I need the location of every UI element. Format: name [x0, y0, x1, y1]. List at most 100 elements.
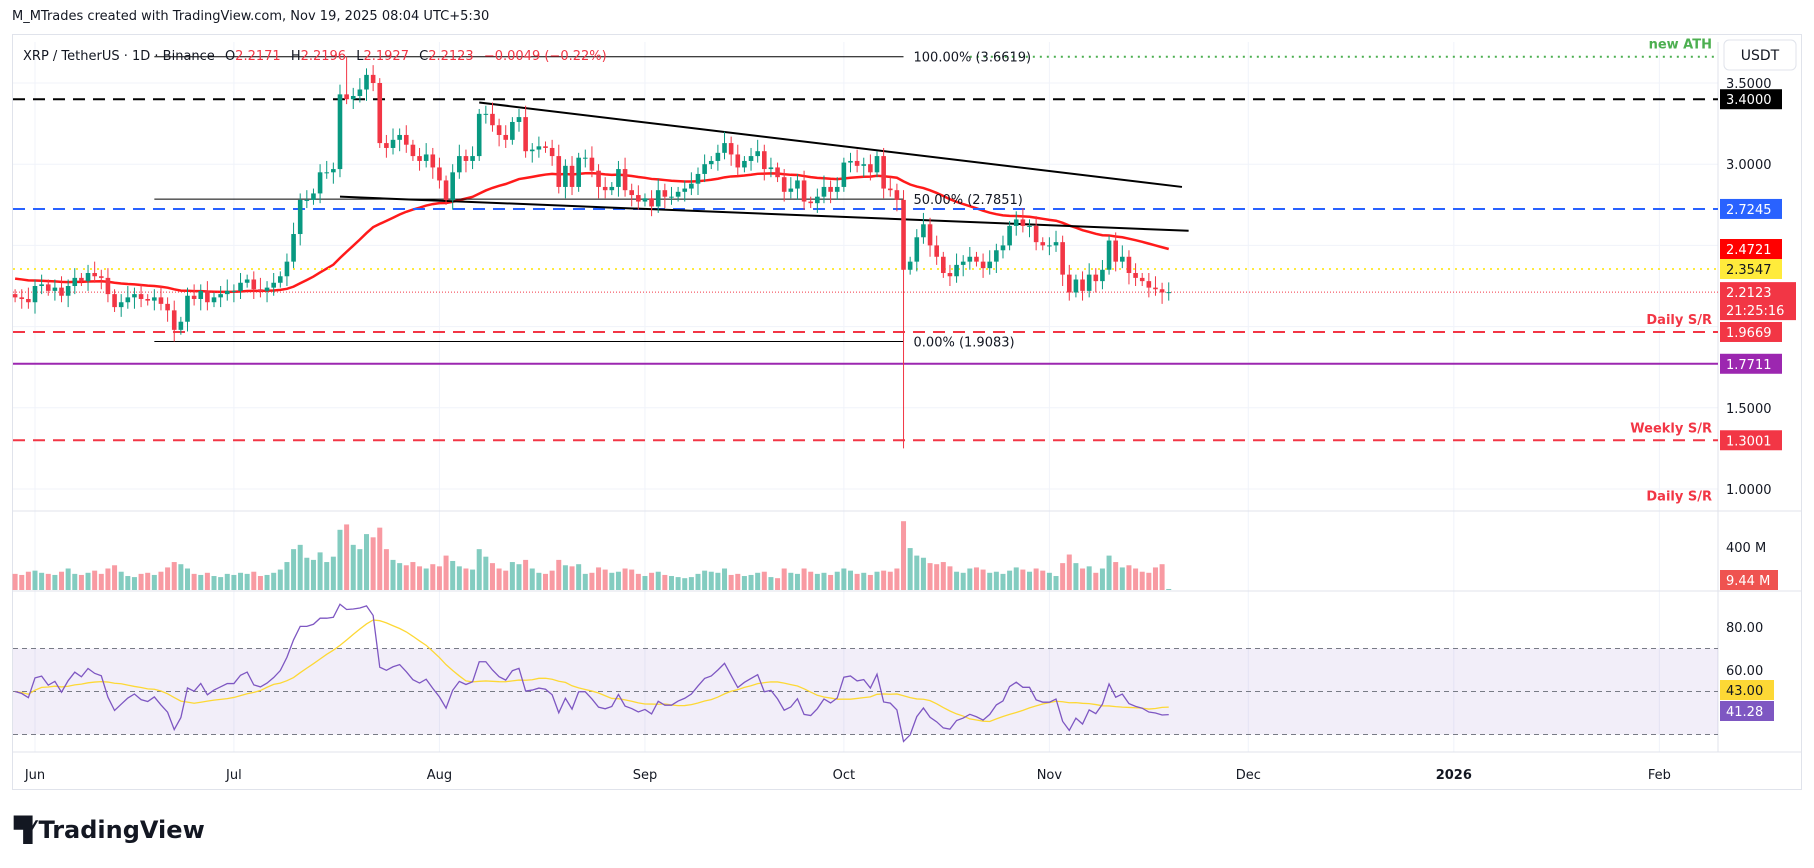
candle: [145, 294, 151, 306]
candle-body: [695, 173, 701, 184]
candle: [1047, 237, 1052, 256]
volume-bar: [1119, 567, 1125, 590]
candle: [947, 264, 953, 286]
volume-bar: [947, 566, 953, 590]
candle-body: [987, 261, 993, 269]
volume-bar: [443, 555, 449, 590]
rsi-value: 41.28: [1726, 705, 1763, 720]
candle-body: [496, 125, 502, 135]
candle-body: [244, 279, 250, 283]
rsi-band: [13, 648, 1718, 735]
volume-bar: [960, 572, 966, 590]
candle: [841, 157, 847, 192]
volume-bar: [158, 571, 164, 590]
volume-bar: [496, 568, 502, 590]
volume-bar: [410, 562, 416, 590]
rsi-line: [14, 603, 1169, 743]
candle-body: [317, 172, 323, 194]
time-tick: Oct: [833, 768, 855, 783]
volume-bar: [291, 549, 297, 590]
volume-bar: [330, 556, 336, 590]
volume-bar: [450, 560, 456, 590]
candle: [967, 247, 973, 270]
candle-body: [788, 188, 794, 192]
candle-body: [841, 162, 847, 187]
candle-body: [45, 284, 51, 291]
candle-body: [138, 294, 144, 299]
volume-bar: [569, 566, 575, 590]
candle: [874, 151, 880, 178]
volume-bar: [184, 568, 190, 590]
candle: [1040, 237, 1046, 251]
candle: [158, 286, 164, 311]
candle-body: [960, 261, 966, 265]
candle: [907, 256, 913, 275]
candle: [941, 251, 946, 278]
volume-bar: [847, 570, 853, 590]
volume-bar: [1033, 568, 1039, 590]
candle-body: [211, 297, 217, 303]
volume-tick: 400 M: [1726, 541, 1766, 556]
candle: [390, 128, 396, 155]
candle-body: [523, 117, 528, 152]
candle-body: [370, 74, 376, 83]
candle-body: [576, 157, 581, 187]
volume-bar: [244, 573, 250, 590]
volume-bar: [1053, 576, 1059, 590]
annotation-label: new ATH: [1649, 38, 1712, 53]
grid: [13, 42, 1801, 753]
volume-bar: [854, 573, 860, 590]
candle: [881, 147, 886, 199]
candle-body: [1080, 279, 1085, 291]
candle-body: [728, 143, 734, 155]
candle-body: [158, 297, 164, 304]
volume-bar: [1093, 572, 1099, 590]
candle: [99, 269, 104, 290]
volume-bar: [45, 573, 51, 590]
volume-bar: [19, 574, 25, 590]
candle: [801, 170, 807, 210]
candle: [622, 157, 628, 197]
volume-bar: [516, 564, 522, 590]
candle: [105, 268, 111, 303]
candle-body: [569, 165, 575, 187]
currency-button[interactable]: USDT: [1723, 39, 1797, 71]
volume-bar: [310, 559, 316, 590]
candle-body: [821, 186, 827, 197]
volume-bar: [92, 570, 98, 590]
candle: [350, 87, 356, 109]
candle: [1020, 208, 1026, 233]
candle: [642, 193, 648, 207]
candle-body: [748, 156, 754, 161]
volume-bar: [337, 529, 343, 590]
candle: [768, 157, 774, 178]
volume-bar: [397, 563, 403, 590]
price-tick: 3.0000: [1726, 158, 1772, 173]
volume-bar: [728, 574, 734, 590]
volume-bar: [463, 568, 469, 590]
volume-bar: [1066, 554, 1072, 590]
candle: [914, 229, 920, 272]
volume-bar: [271, 572, 277, 590]
candle: [483, 105, 489, 124]
candle: [85, 264, 91, 291]
candle: [304, 190, 310, 209]
candle-body: [1007, 225, 1012, 246]
level-1-7711-tag: [1720, 353, 1782, 374]
candle: [503, 125, 509, 148]
volume-bar: [662, 574, 668, 590]
symbol-legend[interactable]: XRP / TetherUS · 1D · Binance O2.2171 H2…: [23, 49, 607, 64]
volume-bar: [430, 564, 436, 590]
volume-bar: [1106, 555, 1112, 590]
volume-bar: [615, 571, 621, 590]
candle: [384, 134, 389, 158]
volume-bar: [198, 574, 204, 590]
tradingview-logo[interactable]: ▜⁄ TradingView: [14, 816, 205, 844]
candle: [556, 144, 562, 194]
volume-bar: [1040, 570, 1046, 590]
candle-body: [549, 147, 555, 157]
volume-bar: [821, 572, 827, 590]
volume-bar: [171, 562, 177, 590]
ma-value-label: 2.4721: [1726, 243, 1772, 258]
